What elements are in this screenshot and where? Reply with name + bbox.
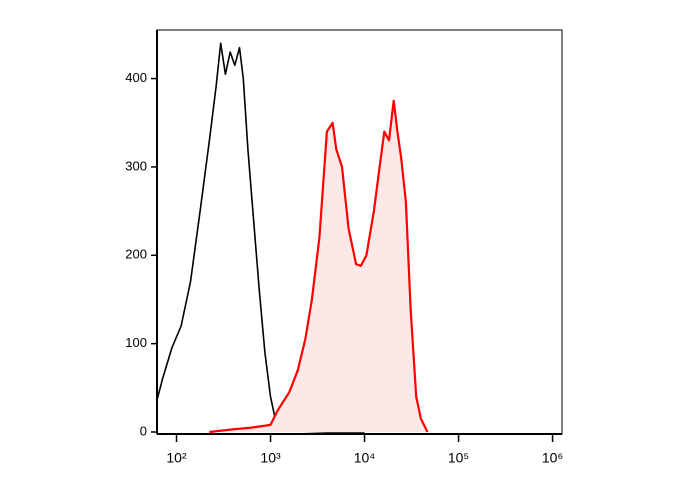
x-tick-label: 10⁴ xyxy=(354,450,376,466)
x-tick-label: 10² xyxy=(166,450,187,466)
x-tick-label: 10⁵ xyxy=(448,450,469,466)
y-tick-label: 400 xyxy=(125,70,147,85)
y-tick-label: 0 xyxy=(140,423,147,438)
y-tick-label: 100 xyxy=(125,335,147,350)
x-tick-label: 10³ xyxy=(260,450,281,466)
y-tick-label: 300 xyxy=(125,158,147,173)
x-tick-label: 10⁶ xyxy=(542,450,563,466)
series-line xyxy=(209,99,429,434)
series-area xyxy=(209,100,428,432)
y-tick-label: 200 xyxy=(125,247,147,262)
